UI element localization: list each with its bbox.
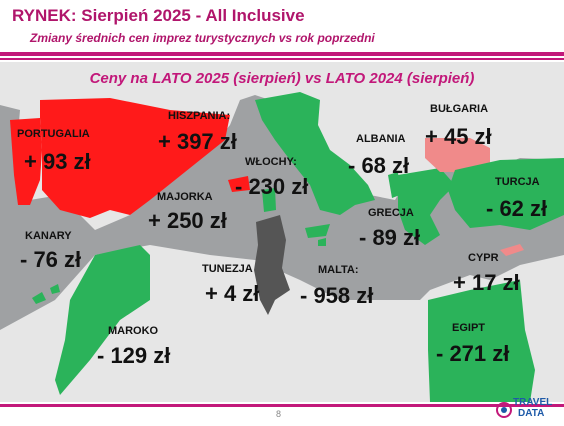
tunezja-shape <box>254 215 290 315</box>
sardinia-shape <box>262 188 276 212</box>
value-portugalia: + 93 zł <box>24 149 91 174</box>
value-maroko: - 129 zł <box>97 343 171 368</box>
label-bulgaria: BUŁGARIA <box>430 103 489 115</box>
kanary-shape-1 <box>32 292 46 304</box>
cypr-shape <box>500 244 524 256</box>
portugal-shape <box>10 118 42 205</box>
mediterranean-map <box>0 62 564 402</box>
label-maroko: MAROKO <box>108 325 159 337</box>
value-albania: - 68 zł <box>348 153 410 178</box>
kanary-shape-2 <box>50 284 60 294</box>
malta-shape <box>318 238 326 246</box>
value-malta: - 958 zł <box>300 283 374 308</box>
value-turcja: - 62 zł <box>486 196 548 221</box>
header: RYNEK: Sierpień 2025 - All Inclusive Zmi… <box>0 0 564 62</box>
value-grecja: - 89 zł <box>359 225 421 250</box>
label-turcja: TURCJA <box>495 176 540 188</box>
comparison-headline: Ceny na LATO 2025 (sierpień) vs LATO 202… <box>89 70 475 87</box>
header-divider-bottom <box>0 58 564 60</box>
label-wlochy: WŁOCHY: <box>245 156 297 168</box>
turcja-shape <box>448 158 564 230</box>
label-egipt: EGIPT <box>452 322 486 334</box>
grecja-shape <box>398 168 455 245</box>
page-subtitle: Zmiany średnich cen imprez turystycznych… <box>30 31 375 45</box>
logo-text-bottom: DATA <box>518 408 545 419</box>
value-kanary: - 76 zł <box>20 247 82 272</box>
label-malta: MALTA: <box>318 264 359 276</box>
label-hiszpania: HISZPANIA: <box>168 110 231 122</box>
label-grecja: GRECJA <box>368 207 414 219</box>
spain-shape <box>40 98 230 218</box>
value-cypr: + 17 zł <box>453 270 520 295</box>
egipt-shape <box>428 280 535 402</box>
travel-data-logo: TRAVEL DATA <box>496 397 562 421</box>
map-area <box>0 62 564 402</box>
label-cypr: CYPR <box>468 252 499 264</box>
label-tunezja: TUNEZJA <box>202 263 253 275</box>
maroko-shape <box>55 245 150 395</box>
label-majorka: MAJORKA <box>157 191 213 203</box>
majorka-shape <box>228 176 250 192</box>
label-albania: ALBANIA <box>356 133 406 145</box>
page-title: RYNEK: Sierpień 2025 - All Inclusive <box>12 6 305 25</box>
albania-shape <box>388 172 400 198</box>
value-bulgaria: + 45 zł <box>425 124 492 149</box>
value-majorka: + 250 zł <box>148 208 227 233</box>
label-kanary: KANARY <box>25 230 72 242</box>
logo-icon <box>496 402 512 418</box>
sicily-shape <box>305 224 330 238</box>
header-divider-top <box>0 52 564 56</box>
value-egipt: - 271 zł <box>436 341 510 366</box>
logo-text-top: TRAVEL <box>513 397 553 408</box>
value-wlochy: - 230 zł <box>235 174 309 199</box>
value-hiszpania: + 397 zł <box>158 129 237 154</box>
italy-shape <box>255 92 375 215</box>
label-portugalia: PORTUGALIA <box>17 128 90 140</box>
value-tunezja: + 4 zł <box>205 281 260 306</box>
footer-divider <box>0 404 564 407</box>
page-number: 8 <box>276 409 282 419</box>
bulgaria-shape <box>425 138 490 172</box>
